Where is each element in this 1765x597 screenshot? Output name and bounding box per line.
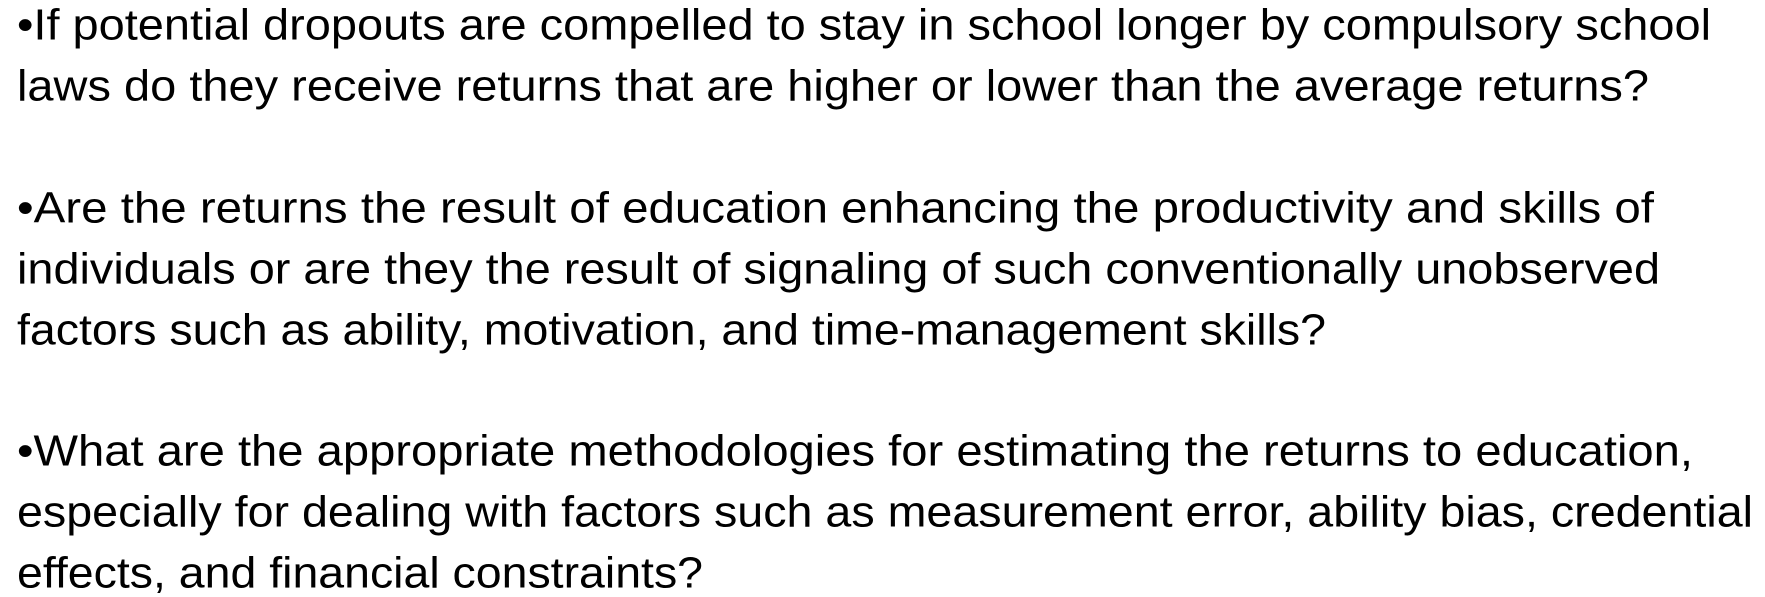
bullet-1: •If potential dropouts are compelled to … — [17, 1, 1711, 111]
line: especially for dealing with factors such… — [17, 488, 1753, 537]
line: effects, and financial constraints? — [17, 549, 703, 597]
bullet-3: •What are the appropriate methodologies … — [17, 427, 1753, 597]
line: •Are the returns the result of education… — [17, 184, 1655, 233]
line: •What are the appropriate methodologies … — [17, 427, 1693, 476]
line: factors such as ability, motivation, and… — [17, 306, 1326, 355]
line: individuals or are they the result of si… — [17, 245, 1660, 294]
bullet-2: •Are the returns the result of education… — [17, 184, 1660, 355]
line: •If potential dropouts are compelled to … — [17, 1, 1711, 50]
line: laws do they receive returns that are hi… — [17, 62, 1649, 111]
